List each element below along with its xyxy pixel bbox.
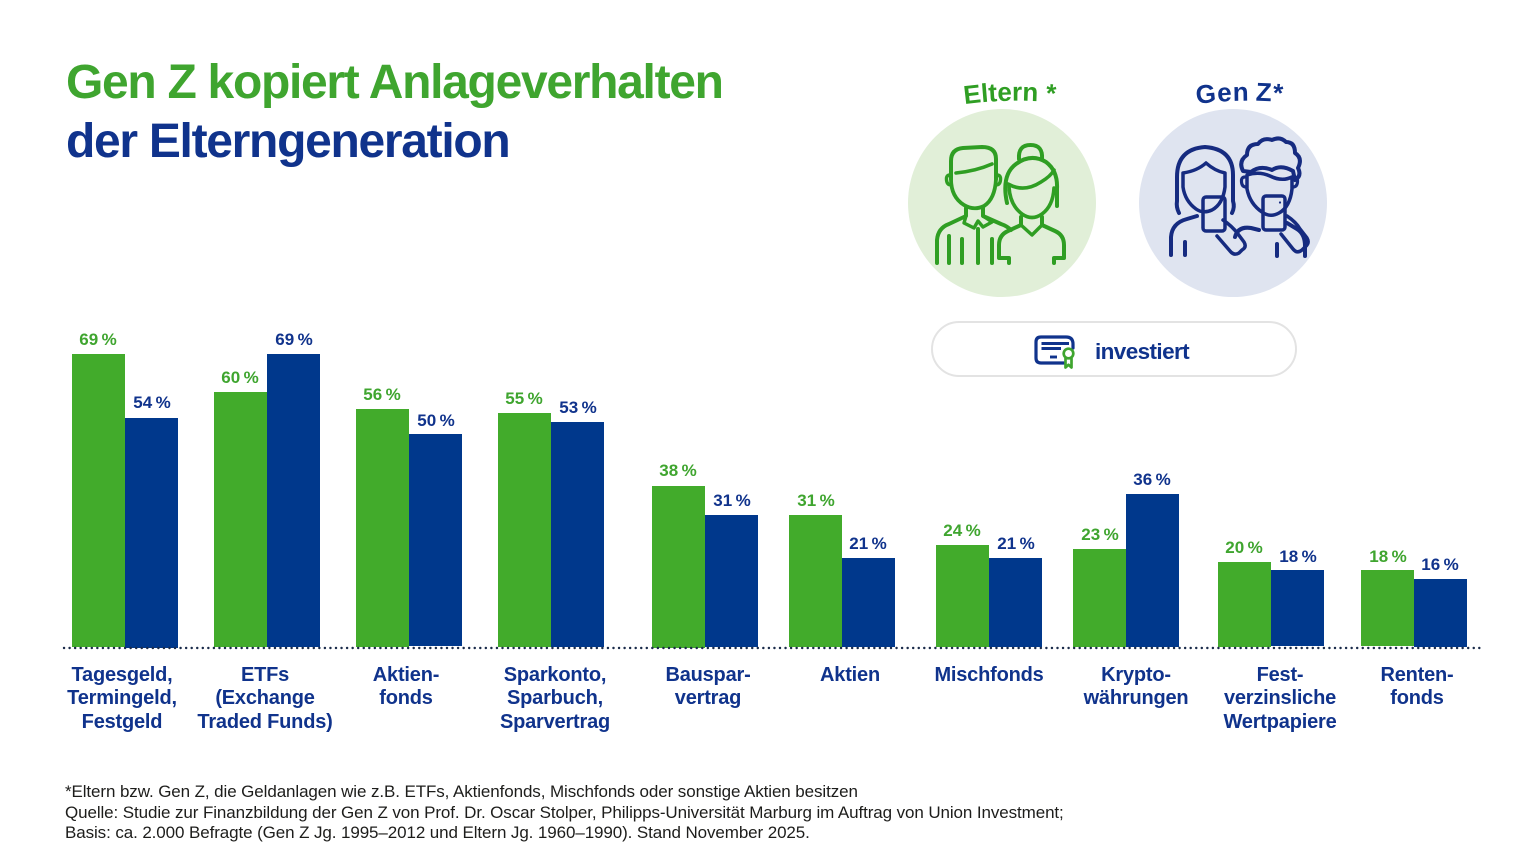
svg-text:Gen Z*: Gen Z* [1194,77,1285,110]
svg-text:Eltern *: Eltern * [962,77,1058,111]
